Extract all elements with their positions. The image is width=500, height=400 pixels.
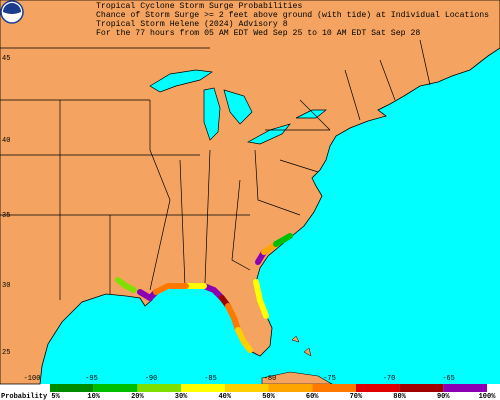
surge-swath <box>153 283 189 295</box>
legend-label: 40% <box>218 393 231 400</box>
latitude-label: 40 <box>2 137 10 145</box>
bahamas <box>291 335 312 357</box>
legend-label: 30% <box>175 393 188 400</box>
longitude-label: -85 <box>204 375 217 383</box>
legend-swatch <box>312 384 356 392</box>
legend-label: 90% <box>437 393 450 400</box>
legend-swatch <box>268 384 313 392</box>
header-line: Tropical Cyclone Storm Surge Probabiliti… <box>96 1 302 11</box>
latitude-label: 25 <box>2 349 10 357</box>
legend-swatch <box>137 384 182 392</box>
legend-label: Probability 5% <box>1 393 61 400</box>
surge-swath <box>225 303 241 333</box>
header-line: Tropical Storm Helene (2024) Advisory 8 <box>96 19 288 29</box>
latitude-label: 45 <box>2 55 10 63</box>
noaa-logo <box>0 0 24 24</box>
surge-swath <box>115 277 137 293</box>
header-line: For the 77 hours from 05 AM EDT Wed Sep … <box>96 28 420 38</box>
legend-label: 80% <box>393 393 406 400</box>
state-borders <box>0 39 431 300</box>
longitude-label: -80 <box>264 375 277 383</box>
latitude-label: 30 <box>2 282 10 290</box>
surge-swath <box>253 279 269 319</box>
legend-swatch <box>443 384 487 392</box>
legend-swatch <box>355 384 400 392</box>
longitude-label: -100 <box>24 375 41 383</box>
latitude-label: 35 <box>2 212 10 220</box>
legend-swatch <box>399 384 444 392</box>
surge-swath <box>235 327 253 353</box>
longitude-label: -90 <box>145 375 158 383</box>
legend: Probability 5% 10% 20% 30% 40% 50% 60% 70% 80% 90… <box>1 384 496 400</box>
legend-swatch <box>224 384 269 392</box>
axis-labels: 45 40 35 30 25 -100 -95 -90 -85 -80 -75 -70 -65 <box>2 55 455 383</box>
header-line: Chance of Storm Surge >= 2 feet above gr… <box>96 10 489 20</box>
legend-swatch <box>181 384 225 392</box>
longitude-label: -95 <box>85 375 98 383</box>
cuba <box>261 371 334 385</box>
legend-label: 60% <box>306 393 319 400</box>
surge-swath <box>201 283 225 301</box>
longitude-label: -75 <box>323 375 336 383</box>
great-lakes <box>149 69 327 145</box>
legend-swatch <box>50 384 94 392</box>
longitude-label: -65 <box>442 375 455 383</box>
legend-label: 10% <box>87 393 100 400</box>
legend-label: 70% <box>350 393 363 400</box>
header: Tropical Cyclone Storm Surge Probabiliti… <box>96 1 489 38</box>
surge-swath <box>273 233 293 247</box>
legend-label: 100% <box>479 393 497 400</box>
legend-label: 20% <box>131 393 144 400</box>
legend-label: 50% <box>262 393 275 400</box>
legend-swatch <box>93 384 138 392</box>
longitude-label: -70 <box>383 375 396 383</box>
surge-swaths <box>115 233 293 353</box>
